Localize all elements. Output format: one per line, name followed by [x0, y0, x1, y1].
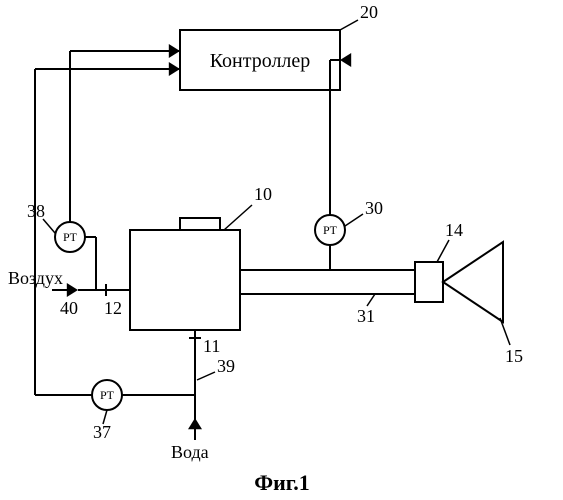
ref-15: 15 — [505, 346, 523, 366]
leader-31 — [367, 294, 375, 306]
leader-10 — [224, 205, 252, 230]
figure-caption: Фиг.1 — [254, 470, 310, 495]
ref-37: 37 — [93, 422, 111, 442]
ah37 — [169, 62, 180, 76]
ah38 — [169, 44, 180, 58]
leader-38 — [43, 219, 55, 233]
leader-14 — [437, 240, 449, 262]
controller-label: Контроллер — [210, 50, 311, 72]
pt-30-label: PT — [323, 223, 338, 237]
ref-12: 12 — [104, 298, 122, 318]
pump-body — [130, 230, 240, 330]
ref-10: 10 — [254, 184, 272, 204]
leader-20 — [340, 20, 358, 30]
air-ah — [67, 283, 78, 297]
ref-14: 14 — [445, 220, 463, 240]
water-label: Вода — [171, 442, 209, 462]
pt-37-label: PT — [100, 388, 115, 402]
ref-31: 31 — [357, 306, 375, 326]
pump-top — [180, 218, 220, 230]
ah30 — [340, 53, 351, 67]
adapter — [415, 262, 443, 302]
leader-39 — [197, 372, 215, 380]
barrel — [240, 270, 415, 294]
water-ah — [188, 418, 202, 429]
pt-38-label: PT — [63, 230, 78, 244]
ref-30: 30 — [365, 198, 383, 218]
ref-39: 39 — [217, 356, 235, 376]
nozzle-cone — [443, 242, 503, 322]
ref-40: 40 — [60, 298, 78, 318]
leader-30 — [345, 214, 363, 226]
ref-11: 11 — [203, 336, 220, 356]
ref-20: 20 — [360, 2, 378, 22]
leader-15 — [500, 318, 510, 345]
